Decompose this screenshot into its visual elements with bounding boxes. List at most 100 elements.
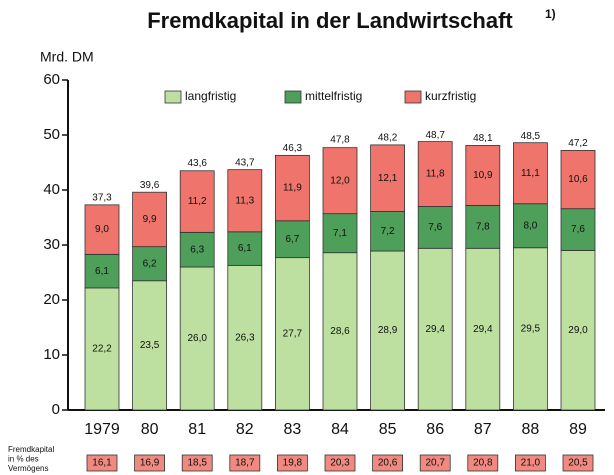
total-label: 48,2 (378, 133, 398, 144)
y-tick-label: 0 (52, 401, 60, 418)
total-label: 46,3 (283, 143, 303, 154)
total-label: 48,5 (521, 131, 541, 142)
value-label: 11,3 (235, 195, 254, 206)
percent-box (181, 454, 213, 472)
value-label: 6,3 (190, 244, 204, 255)
total-label: 47,2 (568, 138, 588, 149)
percent-row-label: Vermögens (8, 464, 48, 473)
x-tick-label: 80 (141, 421, 159, 438)
bar-segment (84, 253, 120, 289)
bar-segment (560, 250, 596, 411)
total-label: 43,6 (187, 158, 207, 169)
value-label: 11,2 (188, 196, 207, 207)
value-label: 26,0 (187, 333, 207, 344)
bar-segment (513, 247, 548, 411)
value-label: 8,0 (523, 220, 537, 231)
y-tick-label: 10 (43, 346, 60, 363)
chart-title: Fremdkapital in der Landwirtschaft (147, 8, 513, 33)
bar-segment (84, 204, 120, 255)
percent-label: 16,1 (92, 458, 112, 469)
value-label: 6,2 (143, 258, 157, 269)
percent-label: 20,7 (425, 458, 445, 469)
value-label: 29,4 (425, 324, 445, 335)
bar-segment (322, 147, 358, 215)
x-tick-label: 85 (379, 421, 397, 438)
percent-box (562, 454, 594, 472)
total-label: 37,3 (92, 192, 112, 203)
bar-segment (227, 169, 263, 233)
total-label: 39,6 (140, 180, 160, 191)
value-label: 7,6 (428, 222, 442, 233)
value-label: 22,2 (92, 344, 112, 355)
legend-label: langfristig (185, 89, 236, 103)
percent-box (276, 454, 308, 472)
percent-label: 20,5 (568, 458, 588, 469)
x-tick-label: 84 (331, 421, 349, 438)
x-tick-label: 81 (188, 421, 206, 438)
percent-label: 18,7 (235, 458, 255, 469)
legend-label: kurzfristig (425, 89, 476, 103)
value-label: 27,7 (283, 328, 303, 339)
percent-box (515, 454, 546, 472)
title-note: 1) (545, 7, 556, 21)
value-label: 6,1 (238, 243, 252, 254)
bar-segment (417, 141, 453, 207)
legend-swatch (164, 90, 182, 104)
legend-swatch (284, 90, 302, 104)
legend-label: mittelfristig (305, 89, 362, 103)
value-label: 29,4 (473, 324, 493, 335)
percent-label: 19,8 (283, 458, 303, 469)
bar-segment (322, 213, 358, 254)
bar-segment (560, 208, 596, 251)
total-label: 47,8 (330, 135, 350, 146)
y-tick-label: 60 (43, 71, 60, 88)
value-label: 10,9 (473, 170, 493, 181)
bar-segment (179, 231, 215, 268)
bar-segment (179, 170, 215, 233)
value-label: 28,9 (378, 325, 398, 336)
bar-segment (84, 287, 120, 411)
percent-label: 20,6 (378, 458, 398, 469)
value-label: 12,0 (330, 175, 350, 186)
x-tick-label: 86 (426, 421, 444, 438)
percent-box (372, 454, 404, 472)
percent-box (419, 454, 451, 472)
x-tick-label: 89 (569, 421, 587, 438)
total-label: 48,7 (425, 130, 445, 141)
bar-segment (370, 144, 406, 212)
bar-segment (560, 149, 596, 210)
bar-segment (417, 247, 453, 411)
value-label: 7,1 (333, 228, 347, 239)
value-label: 9,0 (95, 224, 109, 235)
bar-segment (370, 211, 406, 252)
value-label: 28,6 (330, 326, 350, 337)
bar-segment (513, 203, 548, 249)
value-label: 7,6 (571, 224, 585, 235)
percent-row-label: in % des (8, 455, 39, 464)
value-label: 9,9 (143, 214, 157, 225)
percent-label: 21,0 (521, 458, 541, 469)
percent-box (86, 454, 118, 472)
y-tick-label: 40 (43, 181, 60, 198)
bar-segment (132, 191, 168, 248)
value-label: 11,1 (521, 168, 540, 179)
total-label: 43,7 (235, 157, 255, 168)
percent-box (134, 454, 166, 472)
value-label: 7,8 (476, 221, 490, 232)
bar-segment (274, 154, 310, 222)
bar-segment (227, 264, 263, 411)
total-label: 48,1 (473, 133, 493, 144)
value-label: 12,1 (378, 173, 398, 184)
bar-segment (227, 231, 263, 266)
value-label: 26,3 (235, 332, 255, 343)
percent-label: 20,8 (473, 458, 493, 469)
value-label: 7,2 (381, 226, 395, 237)
x-tick-label: 1979 (84, 421, 120, 438)
value-label: 6,7 (285, 234, 299, 245)
bar-segment (513, 142, 548, 205)
value-label: 11,8 (426, 169, 445, 180)
bar-segment (132, 246, 168, 282)
bar-segment (465, 145, 501, 206)
percent-box (467, 454, 499, 472)
